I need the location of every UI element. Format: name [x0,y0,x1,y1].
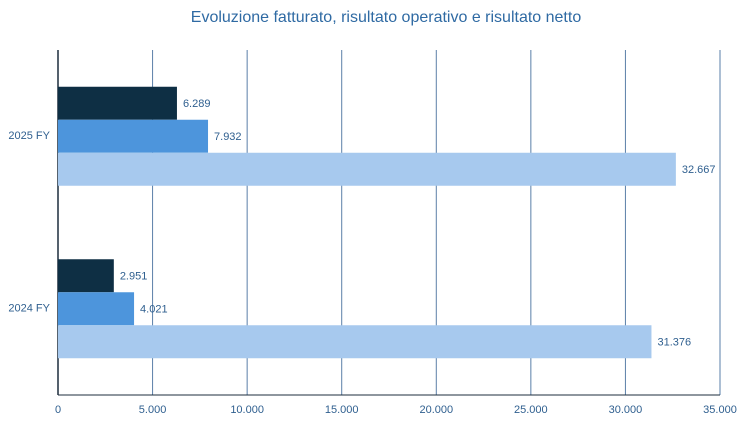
y-tick-label: 2025 FY [8,130,50,142]
bar [58,292,135,326]
value-label: 32.667 [682,164,716,176]
x-tick-label: 25.000 [514,404,548,416]
bar [58,325,652,359]
value-label: 4.021 [140,304,168,316]
x-tick-label: 20.000 [419,404,453,416]
bar [58,86,177,120]
x-tick-label: 35.000 [703,404,737,416]
y-tick-label: 2024 FY [8,303,50,315]
x-tick-label: 15.000 [325,404,359,416]
x-tick-label: 10.000 [230,404,264,416]
chart-title: Evoluzione fatturato, risultato operativ… [191,9,582,26]
bar [58,152,676,186]
bar [58,259,114,293]
x-tick-label: 5.000 [139,404,167,416]
value-label: 2.951 [120,271,148,283]
x-tick-label: 0 [55,404,61,416]
value-label: 31.376 [657,337,691,349]
x-tick-label: 30.000 [609,404,643,416]
value-label: 7.932 [214,131,242,143]
value-label: 6.289 [183,98,211,110]
bar [58,119,209,153]
